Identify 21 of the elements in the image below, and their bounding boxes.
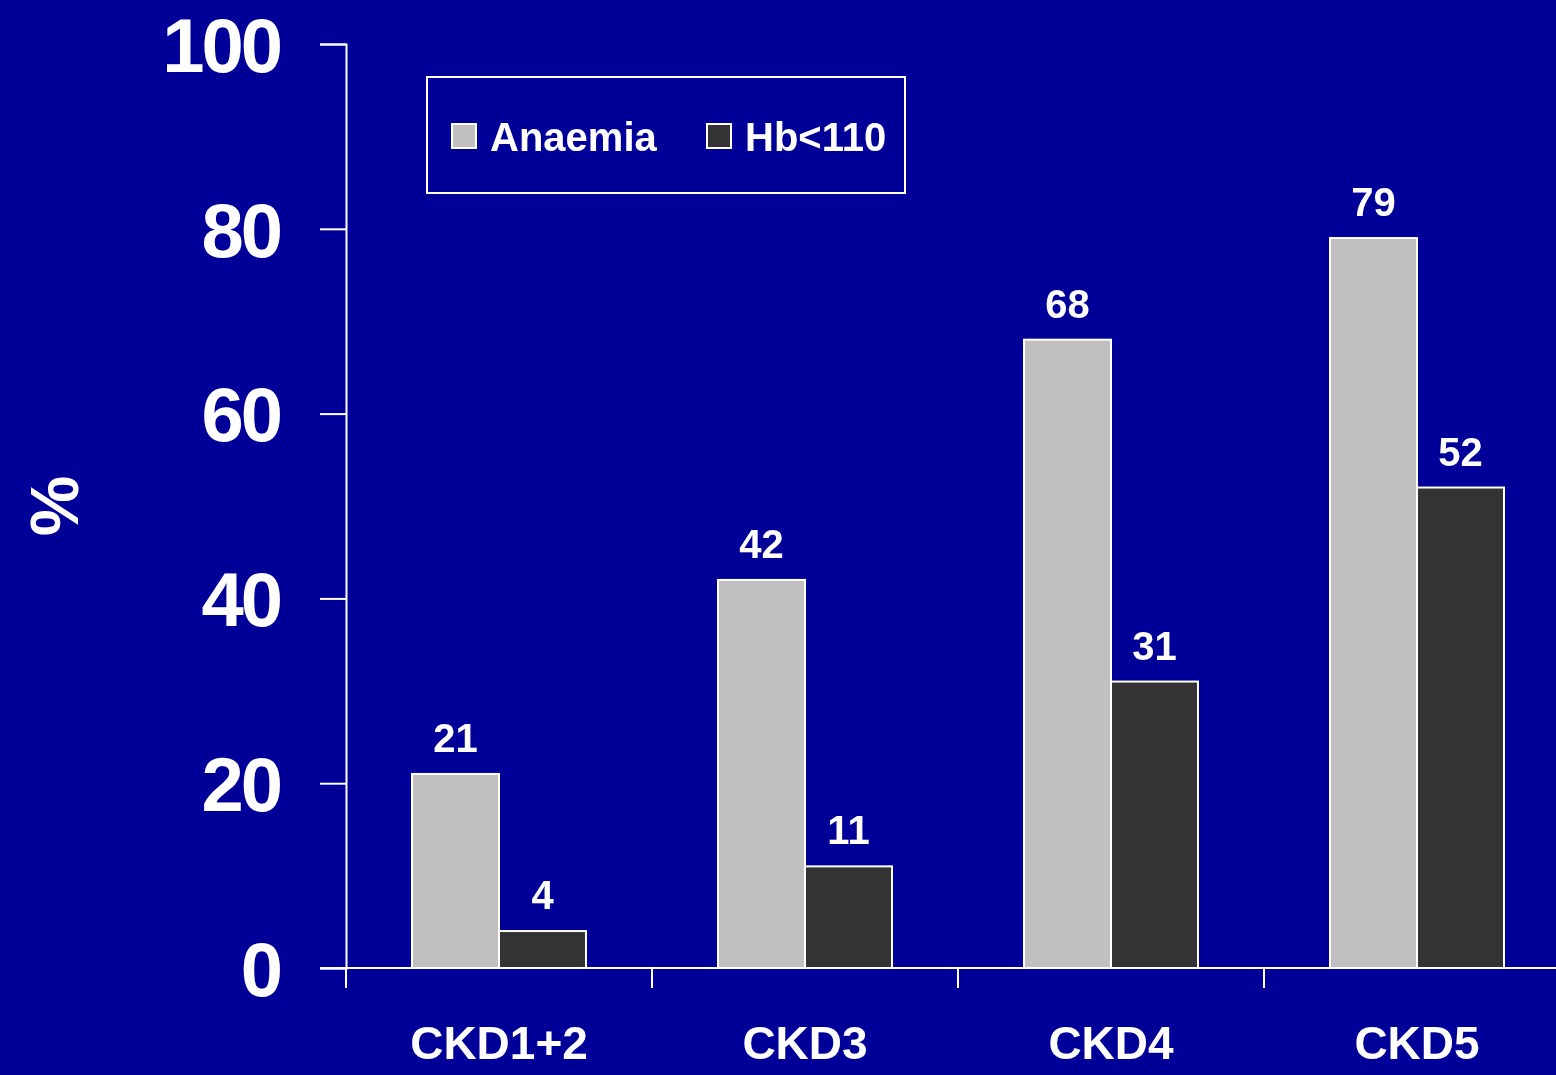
- y-tick-label: 0: [240, 926, 281, 1012]
- data-label: 52: [1438, 429, 1483, 474]
- data-label: 21: [433, 715, 478, 760]
- y-tick-label: 100: [162, 2, 281, 88]
- x-tick-label: CKD1+2: [410, 1016, 588, 1069]
- x-tick-label: CKD5: [1354, 1016, 1480, 1069]
- data-label: 11: [827, 808, 870, 853]
- data-label: 4: [531, 873, 555, 918]
- y-tick-label: 80: [201, 187, 281, 273]
- x-tick-label: CKD4: [1048, 1016, 1175, 1069]
- data-label: 42: [739, 521, 784, 566]
- data-label: 79: [1351, 180, 1396, 225]
- legend-label: Hb<110: [745, 115, 887, 159]
- x-tick-label: CKD3: [742, 1016, 868, 1069]
- y-tick-label: 20: [201, 742, 281, 828]
- y-axis-title: %: [16, 475, 92, 537]
- y-tick-label: 40: [201, 557, 281, 643]
- data-label: 68: [1045, 281, 1090, 326]
- legend-label: Anaemia: [490, 115, 658, 159]
- y-tick-label: 60: [201, 372, 281, 458]
- data-label: 31: [1132, 623, 1177, 668]
